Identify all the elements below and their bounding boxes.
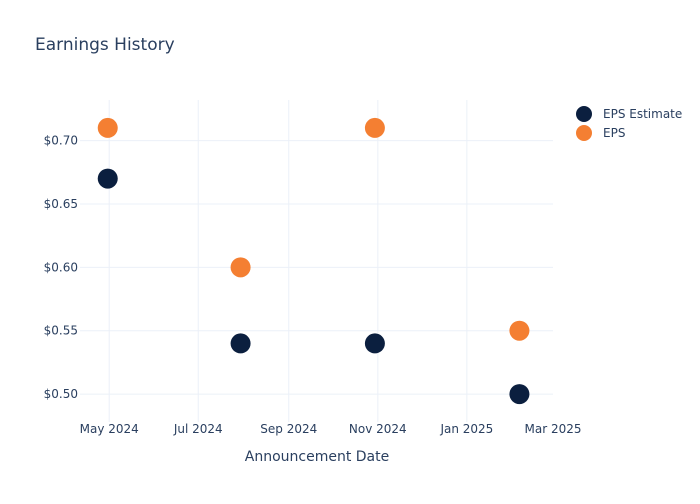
legend-marker-eps [576, 125, 592, 141]
x-tick-label: Nov 2024 [349, 422, 407, 436]
x-tick-label: Mar 2025 [525, 422, 582, 436]
x-axis-title: Announcement Date [245, 449, 389, 465]
y-tick-label: $0.50 [44, 387, 78, 401]
x-tick-label: Jul 2024 [173, 422, 223, 436]
x-tick-label: Jan 2025 [439, 422, 493, 436]
legend-label-eps: EPS [603, 126, 625, 140]
y-tick-label: $0.55 [44, 324, 78, 338]
chart-title: Earnings History [35, 35, 175, 55]
eps-point [364, 117, 385, 138]
eps-estimate-point [509, 384, 530, 405]
eps-point [230, 257, 251, 278]
data-points [97, 117, 530, 405]
x-tick-label: May 2024 [80, 422, 139, 436]
y-tick-label: $0.65 [44, 197, 78, 211]
x-axis-tick-labels: May 2024 Jul 2024 Sep 2024 Nov 2024 Jan 2025… [80, 422, 582, 436]
eps-estimate-point [97, 168, 118, 189]
eps-estimate-point [230, 333, 251, 354]
eps-point [509, 320, 530, 341]
eps-estimate-point [364, 333, 385, 354]
y-tick-label: $0.60 [44, 260, 78, 274]
y-axis-tick-labels: $0.50 $0.55 $0.60 $0.65 $0.70 [44, 134, 78, 402]
legend-marker-eps-estimate [576, 106, 592, 122]
eps-point [97, 117, 118, 138]
y-tick-label: $0.70 [44, 134, 78, 148]
legend-label-eps-estimate: EPS Estimate [603, 107, 682, 121]
legend[interactable]: EPS Estimate EPS [576, 106, 682, 141]
grid-lines [80, 100, 553, 422]
x-tick-label: Sep 2024 [260, 422, 317, 436]
